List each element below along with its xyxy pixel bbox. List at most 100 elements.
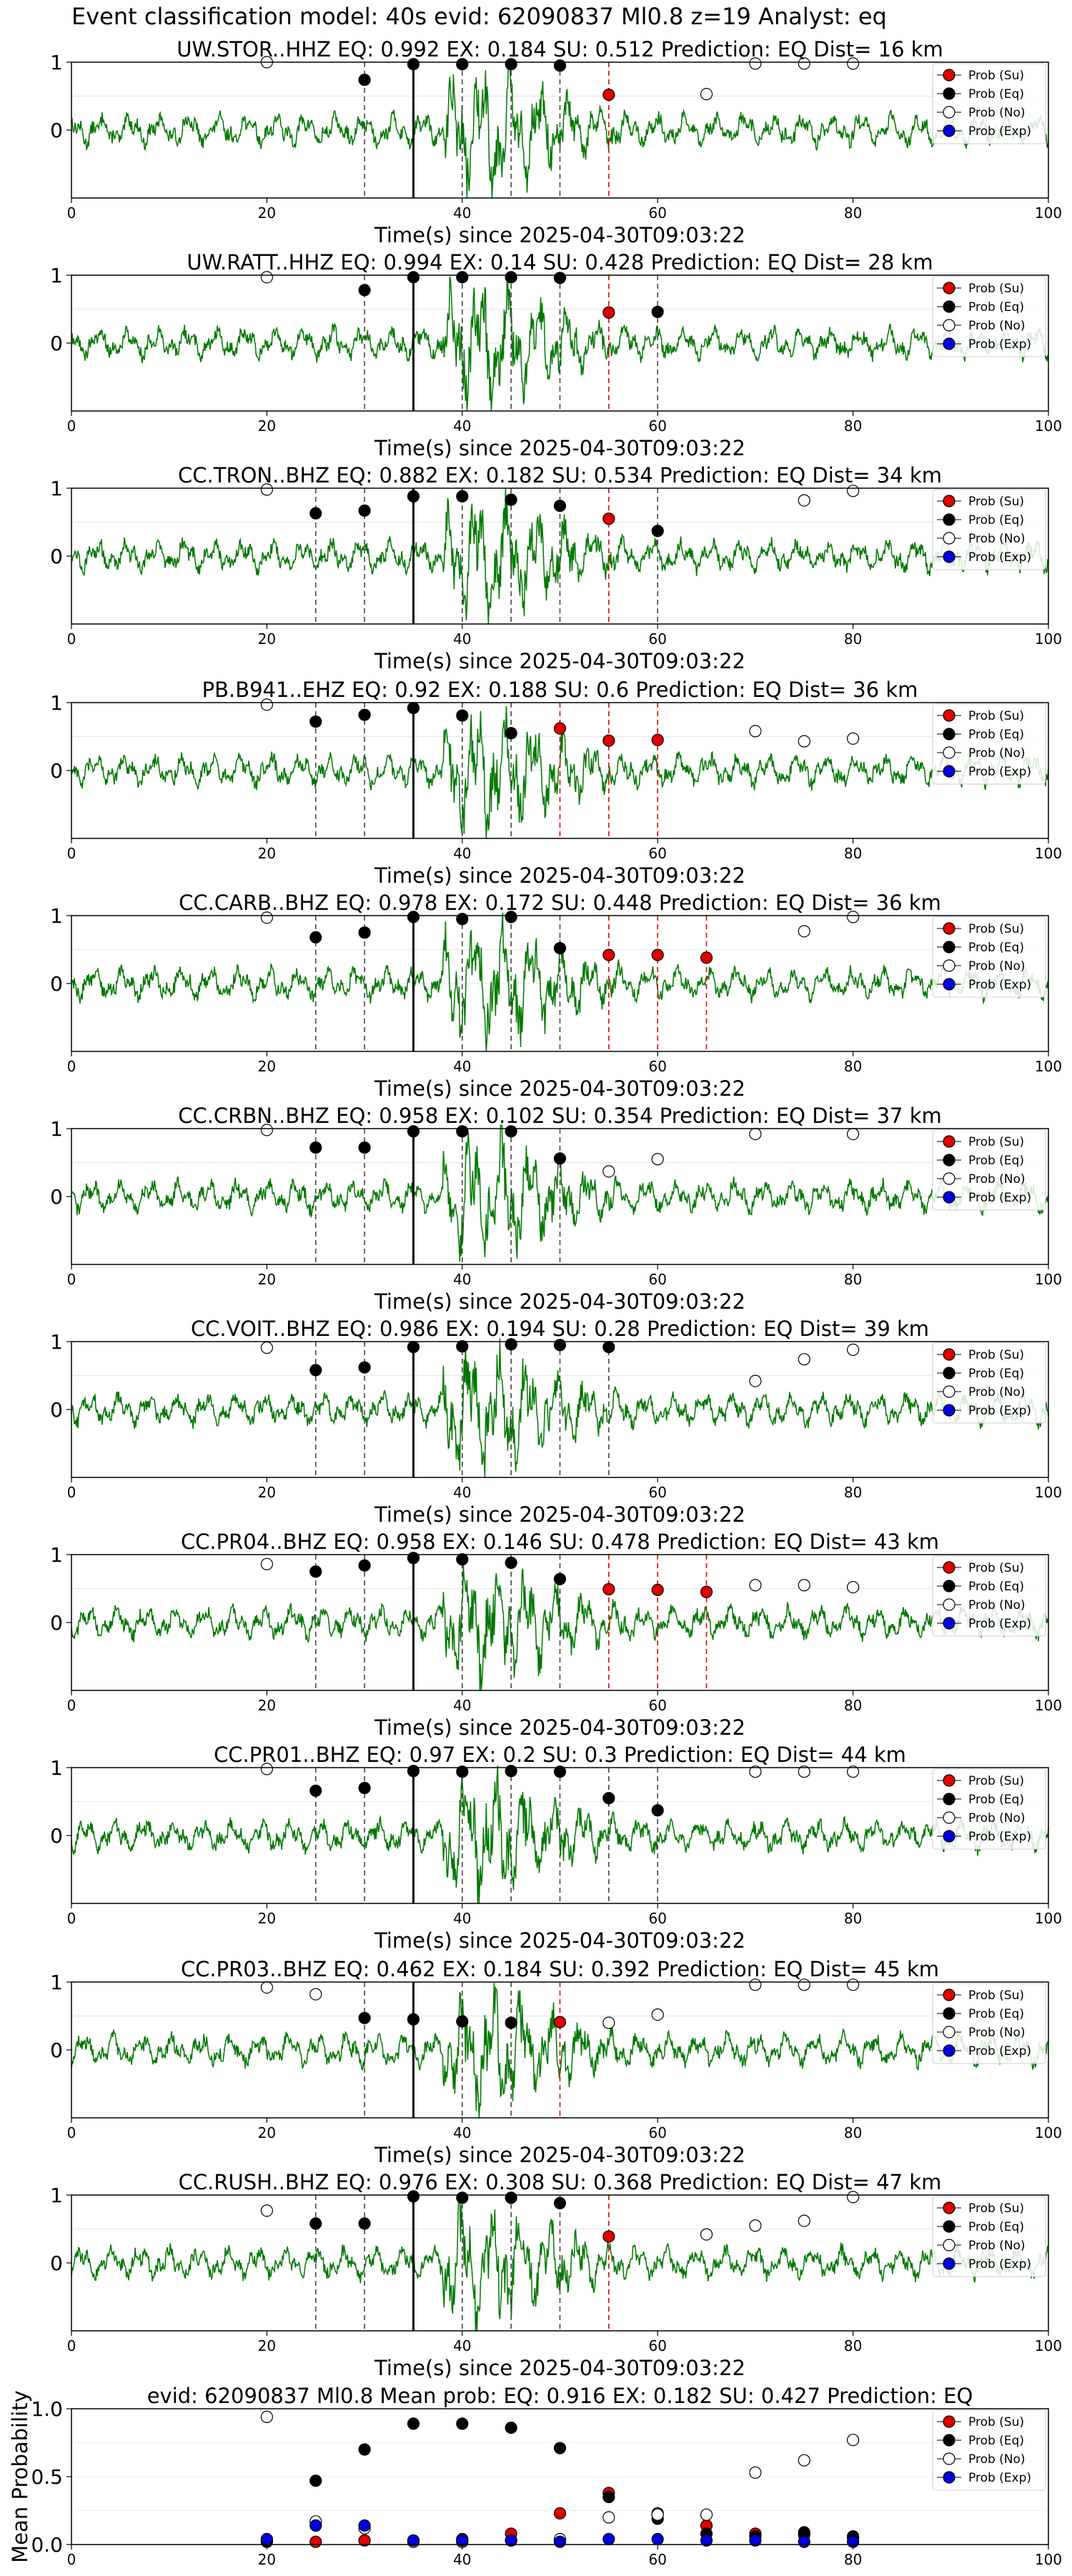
legend-entry: Prob (No) xyxy=(968,1172,1026,1187)
prob-point xyxy=(407,1340,420,1354)
prob-point xyxy=(798,1765,810,1778)
prob-point xyxy=(553,500,567,512)
x-tick-label: 60 xyxy=(648,2337,666,2354)
legend-marker xyxy=(943,1830,956,1843)
legend-marker xyxy=(943,337,956,350)
legend-marker xyxy=(943,2434,956,2447)
x-tick-label: 80 xyxy=(844,630,862,648)
prob-point xyxy=(456,913,469,926)
legend-marker xyxy=(943,2026,956,2038)
prob-point xyxy=(846,57,860,70)
prob-point xyxy=(749,1765,762,1778)
x-tick-label: 0 xyxy=(67,2124,76,2141)
x-axis-label: Time(s) since 2025-04-30T09:03:22 xyxy=(374,1715,745,1740)
prob-point xyxy=(260,271,273,284)
y-tick-label: 0.0 xyxy=(31,2533,63,2557)
x-tick-label: 40 xyxy=(453,1058,471,1075)
prob-point xyxy=(749,57,762,70)
x-axis-label: Time(s) since 2025-04-30T09:03:22 xyxy=(374,1928,745,1953)
y-tick-label: 0 xyxy=(50,759,63,783)
x-tick-label: 100 xyxy=(1035,1058,1062,1075)
waveform-panel: 0 20 40 60 80 100 1 0 CC.CARB..BHZ EQ: 0.978 EX:… xyxy=(50,891,1062,1101)
x-tick-label: 80 xyxy=(844,204,862,222)
legend-box xyxy=(932,1342,1046,1424)
mean-prob-point xyxy=(309,2519,322,2532)
legend-entry: Prob (Su) xyxy=(968,1561,1024,1575)
prob-point xyxy=(456,709,469,722)
x-tick-label: 60 xyxy=(648,2124,666,2141)
prob-point xyxy=(407,1552,420,1565)
prob-point xyxy=(260,1981,273,1994)
legend-entry: Prob (Eq) xyxy=(968,87,1024,101)
prob-point xyxy=(358,1361,371,1374)
x-tick-label: 20 xyxy=(258,1058,276,1075)
legend-entry: Prob (Exp) xyxy=(968,2257,1031,2272)
legend-entry: Prob (Su) xyxy=(968,1774,1024,1788)
waveform-trace xyxy=(71,1983,1049,2119)
prob-point xyxy=(260,2204,273,2217)
legend-entry: Prob (No) xyxy=(968,2026,1026,2040)
y-tick-label: 0 xyxy=(50,545,63,568)
prob-point xyxy=(505,58,517,71)
legend-entry: Prob (Su) xyxy=(968,282,1024,296)
prob-point xyxy=(700,88,713,101)
legend-marker xyxy=(943,2415,956,2428)
x-tick-label: 40 xyxy=(453,204,471,222)
panel-title: CC.PR01..BHZ EQ: 0.97 EX: 0.2 SU: 0.3 Pr… xyxy=(214,1743,906,1767)
legend-marker xyxy=(943,922,956,935)
legend-entry: Prob (Su) xyxy=(968,1135,1024,1149)
legend-entry: Prob (No) xyxy=(968,2452,1026,2467)
legend-marker xyxy=(943,1988,956,2001)
x-tick-label: 0 xyxy=(67,417,76,435)
prob-point xyxy=(358,926,371,939)
x-tick-label: 20 xyxy=(258,1484,276,1501)
waveform-panel: 0 20 40 60 80 100 1 0 CC.CRBN..BHZ EQ: 0.958 EX:… xyxy=(50,1104,1062,1314)
x-tick-label: 40 xyxy=(453,417,471,435)
mean-prob-point xyxy=(602,2511,615,2524)
x-axis-label: Time(s) since 2025-04-30T09:03:22 xyxy=(374,863,745,888)
waveform-trace xyxy=(71,276,1049,412)
x-tick-label: 40 xyxy=(453,630,471,648)
y-tick-label: 1 xyxy=(50,2184,63,2207)
mean-prob-point xyxy=(798,2535,810,2548)
x-tick-label: 60 xyxy=(648,845,666,862)
mean-prob-point xyxy=(749,2466,762,2479)
waveform-panel: 0 20 40 60 80 100 1 0 CC.PR03..BHZ EQ: 0.462 EX:… xyxy=(50,1957,1062,2167)
x-tick-label: 60 xyxy=(648,2551,666,2568)
x-tick-label: 80 xyxy=(844,1697,862,1714)
prob-point xyxy=(260,911,273,924)
x-tick-label: 20 xyxy=(258,1910,276,1927)
prob-point xyxy=(846,911,860,923)
prob-point xyxy=(798,2214,810,2227)
legend-marker xyxy=(943,300,956,313)
legend-entry: Prob (Su) xyxy=(968,1348,1024,1362)
prob-point xyxy=(309,715,322,728)
x-tick-label: 80 xyxy=(844,1910,862,1927)
legend-marker xyxy=(943,728,956,740)
mean-prob-point xyxy=(602,2490,615,2504)
y-tick-label: 1 xyxy=(50,691,63,715)
legend-entry: Prob (Exp) xyxy=(968,1191,1031,1205)
y-tick-label: 0 xyxy=(50,1611,63,1635)
prob-point xyxy=(553,2196,567,2209)
legend-entry: Prob (Exp) xyxy=(968,1830,1031,1844)
prob-point xyxy=(602,1582,615,1596)
prob-point xyxy=(846,2191,860,2204)
legend-entry: Prob (Su) xyxy=(968,922,1024,936)
prob-point xyxy=(602,1340,615,1354)
legend-marker xyxy=(943,2471,956,2484)
prob-point xyxy=(309,1141,322,1154)
prob-point xyxy=(749,725,762,738)
legend-box xyxy=(932,1768,1046,1850)
prob-point xyxy=(358,504,371,517)
legend-marker xyxy=(943,1191,956,1204)
legend-marker xyxy=(943,1172,956,1185)
waveform-panel: 0 20 40 60 80 100 1 0 CC.VOIT..BHZ EQ: 0.986 EX:… xyxy=(50,1317,1062,1527)
mean-prob-point xyxy=(456,2417,469,2430)
legend-entry: Prob (Su) xyxy=(968,2201,1024,2216)
legend-marker xyxy=(943,2452,956,2465)
prob-point xyxy=(553,2016,567,2028)
x-tick-label: 80 xyxy=(844,1484,862,1501)
y-tick-label: 1 xyxy=(50,1756,63,1780)
